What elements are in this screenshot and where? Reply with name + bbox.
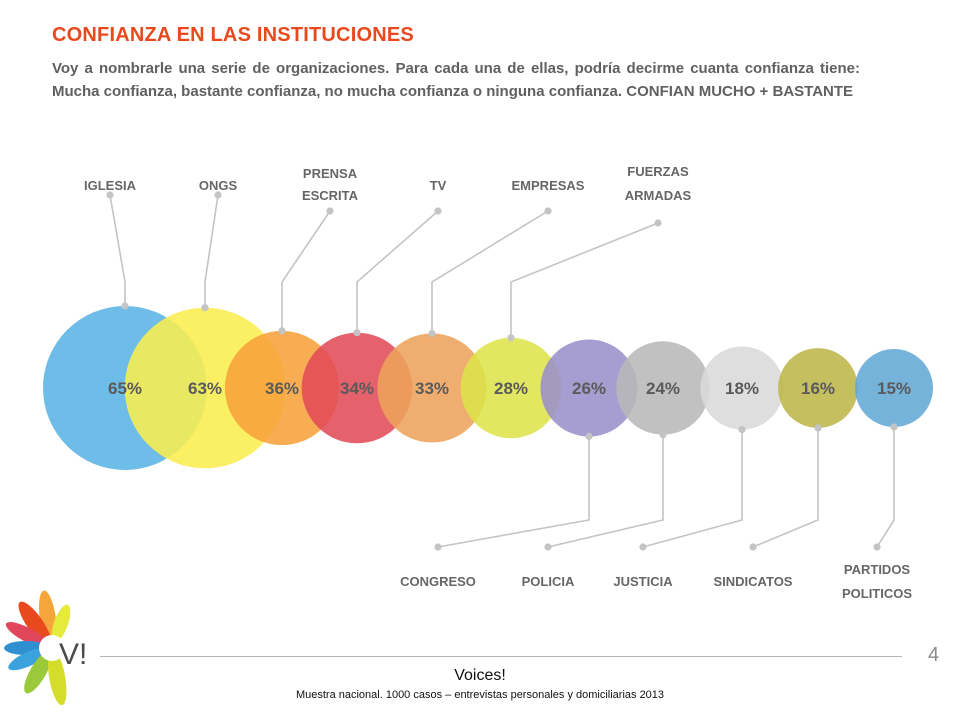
category-label-5: FUERZAS ARMADAS — [625, 164, 692, 203]
connector-line-0 — [110, 195, 125, 306]
category-label-4: EMPRESAS — [512, 178, 585, 193]
connector-line-6 — [438, 437, 589, 548]
connector-dot-bubble-9 — [814, 424, 821, 431]
connector-dot-bubble-3 — [353, 329, 360, 336]
connector-dot-5 — [654, 219, 661, 226]
value-label-8: 18% — [725, 379, 759, 398]
sample-note: Muestra nacional. 1000 casos – entrevist… — [0, 689, 960, 701]
connector-dot-9 — [749, 543, 756, 550]
connector-line-7 — [548, 435, 663, 547]
connector-dot-bubble-0 — [121, 302, 128, 309]
value-label-0: 65% — [108, 379, 142, 398]
brand-name: Voices! — [0, 667, 960, 685]
connector-line-8 — [643, 430, 742, 547]
connector-line-5 — [511, 223, 658, 338]
value-label-6: 26% — [572, 379, 606, 398]
connector-dot-8 — [639, 543, 646, 550]
connector-dot-10 — [873, 543, 880, 550]
value-label-10: 15% — [877, 379, 911, 398]
connector-line-10 — [877, 427, 894, 547]
category-label-1: ONGS — [199, 178, 238, 193]
category-label-2: PRENSA ESCRITA — [302, 166, 359, 203]
connector-dot-bubble-1 — [201, 304, 208, 311]
connector-dot-6 — [434, 543, 441, 550]
value-label-1: 63% — [188, 379, 222, 398]
footer-divider — [100, 656, 902, 657]
connector-line-3 — [357, 211, 438, 333]
page-number: 4 — [928, 644, 939, 667]
category-label-8: JUSTICIA — [613, 574, 673, 589]
value-label-5: 28% — [494, 379, 528, 398]
confidence-bubble-chart: IGLESIA ONGS PRENSA ESCRITA TV EMPRESAS FUERZA… — [0, 0, 960, 640]
connector-line-9 — [753, 428, 818, 547]
category-label-6: CONGRESO — [400, 574, 476, 589]
connector-dot-bubble-7 — [659, 431, 666, 438]
connector-line-4 — [432, 211, 548, 334]
value-label-3: 34% — [340, 379, 374, 398]
connector-dot-2 — [326, 207, 333, 214]
connector-dot-bubble-6 — [585, 433, 592, 440]
value-label-7: 24% — [646, 379, 680, 398]
category-label-3: TV — [430, 178, 447, 193]
connector-dot-bubble-8 — [738, 426, 745, 433]
connector-line-1 — [205, 195, 218, 308]
category-label-7: POLICIA — [522, 574, 575, 589]
value-label-9: 16% — [801, 379, 835, 398]
category-label-10: PARTIDOS POLITICOS — [842, 562, 912, 601]
category-label-9: SINDICATOS — [714, 574, 793, 589]
value-label-2: 36% — [265, 379, 299, 398]
connector-dot-bubble-2 — [278, 327, 285, 334]
connector-dot-bubble-5 — [507, 334, 514, 341]
connector-dot-3 — [434, 207, 441, 214]
connector-dot-bubble-4 — [428, 330, 435, 337]
category-label-0: IGLESIA — [84, 178, 137, 193]
value-label-4: 33% — [415, 379, 449, 398]
connector-dot-bubble-10 — [890, 423, 897, 430]
connector-dot-4 — [544, 207, 551, 214]
connector-dot-7 — [544, 543, 551, 550]
connector-line-2 — [282, 211, 330, 331]
